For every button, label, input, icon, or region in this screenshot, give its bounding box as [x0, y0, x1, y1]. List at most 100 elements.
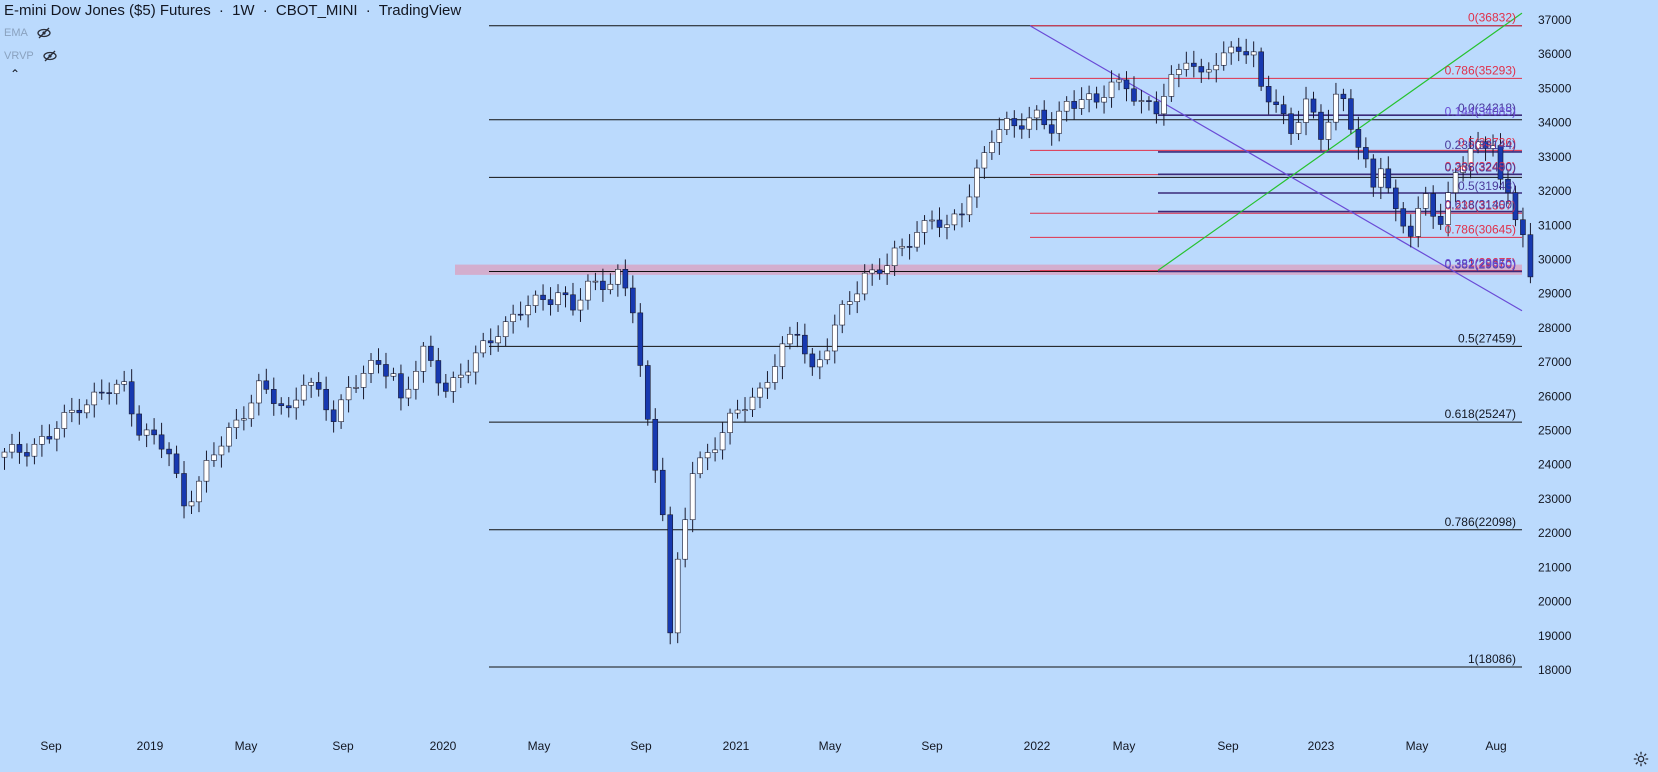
indicator-vrvp[interactable]: VRVP	[4, 47, 465, 65]
candle-body	[1250, 51, 1257, 56]
bullish-candle	[712, 437, 718, 462]
fib-label-black: 1(18086)	[1468, 652, 1516, 666]
bearish-candle	[1243, 38, 1249, 64]
candle-body	[495, 336, 501, 344]
bearish-candle	[667, 506, 674, 645]
bearish-candle	[1363, 137, 1369, 168]
candle-body	[270, 389, 277, 404]
candle-body	[128, 381, 135, 415]
bullish-candle	[884, 253, 890, 285]
eye-hidden-icon[interactable]	[36, 25, 52, 41]
fib-label-purple: 0.236(33144)	[1445, 138, 1516, 152]
interval-label[interactable]: 1W	[232, 2, 255, 19]
candle-body	[1235, 46, 1242, 52]
indicator-ema[interactable]: EMA	[4, 24, 465, 42]
candle-body	[211, 454, 217, 461]
bearish-candle	[1355, 116, 1362, 160]
bullish-candle	[1378, 157, 1384, 200]
candle-body	[615, 269, 621, 285]
price-tick-label: 37000	[1538, 13, 1572, 27]
bullish-candle	[113, 379, 120, 405]
bullish-candle	[981, 146, 988, 179]
gear-icon[interactable]	[1632, 750, 1650, 768]
exchange-label: CBOT_MINI	[275, 2, 358, 19]
bullish-candle	[1004, 111, 1010, 136]
bearish-candle	[637, 303, 644, 377]
candle-body	[936, 219, 943, 228]
candles-layer	[1, 37, 1534, 645]
bullish-candle	[61, 404, 68, 438]
bullish-candle	[413, 360, 419, 400]
bearish-candle	[936, 207, 943, 238]
bullish-candle	[338, 394, 344, 429]
candle-body	[899, 246, 905, 249]
candle-body	[428, 345, 434, 361]
bullish-candle	[742, 397, 748, 423]
bullish-candle	[734, 399, 741, 419]
trendline-up	[1157, 12, 1523, 271]
candle-body	[1176, 69, 1182, 75]
price-tick-label: 21000	[1538, 560, 1572, 574]
fib-label-black: 0.618(25247)	[1445, 407, 1516, 421]
price-tick-label: 29000	[1538, 287, 1572, 301]
bullish-candle	[1161, 83, 1167, 126]
candle-body	[749, 396, 756, 411]
bullish-candle	[1460, 156, 1466, 182]
candle-body	[323, 388, 329, 411]
bearish-candle	[1146, 96, 1152, 111]
candle-body	[233, 419, 240, 428]
candle-body	[1288, 113, 1294, 134]
bullish-candle	[196, 476, 202, 513]
collapse-legend-chevron-icon[interactable]: ⌃	[10, 67, 21, 81]
fib-label-purple: 0.618(31400)	[1445, 198, 1516, 212]
candle-body	[248, 402, 255, 420]
bullish-candle	[592, 272, 599, 291]
bullish-candle	[390, 367, 397, 381]
bullish-candle	[480, 332, 487, 358]
bullish-candle	[1101, 85, 1107, 114]
price-axis[interactable]: 18000 19000 20000 21000 22000 23000 24000 25000…	[1538, 13, 1572, 677]
bullish-candle	[360, 365, 367, 400]
bearish-candle	[487, 328, 494, 356]
candle-body	[742, 409, 748, 412]
bullish-candle	[772, 354, 778, 390]
candle-body	[1273, 101, 1279, 105]
candle-body	[600, 280, 606, 290]
candle-body	[562, 292, 569, 296]
candle-body	[682, 519, 688, 560]
bullish-candle	[450, 371, 457, 403]
time-axis[interactable]: Sep 2019 May Sep 2020 May Sep 2021 May Sep 2022 May…	[40, 739, 1506, 753]
price-tick-label: 28000	[1538, 321, 1572, 335]
bearish-candle	[76, 398, 83, 425]
candle-body	[1, 451, 8, 458]
time-tick-label: May	[528, 739, 551, 753]
candle-body	[734, 409, 741, 414]
candle-body	[443, 382, 449, 392]
bullish-candle	[405, 376, 412, 407]
bearish-candle	[1400, 202, 1407, 234]
time-tick-label: Aug	[1485, 739, 1506, 753]
price-tick-label: 30000	[1538, 252, 1572, 266]
candle-body	[375, 360, 382, 365]
bullish-candle	[353, 375, 359, 393]
candle-body	[54, 428, 60, 440]
bullish-candle	[420, 342, 427, 383]
candle-body	[173, 453, 180, 474]
bearish-candle	[323, 376, 329, 421]
bullish-candle	[914, 221, 920, 252]
bullish-candle	[682, 507, 688, 568]
candle-body	[91, 391, 98, 406]
eye-hidden-icon[interactable]	[42, 48, 58, 64]
bullish-candle	[465, 359, 472, 384]
bullish-candle	[39, 424, 45, 457]
candle-body	[929, 219, 935, 222]
bearish-candle	[1497, 133, 1504, 190]
time-tick-label: May	[1406, 739, 1429, 753]
candle-body	[592, 280, 599, 283]
symbol-name[interactable]: E-mini Dow Jones ($5) Futures	[4, 2, 211, 19]
bullish-candle	[472, 345, 479, 385]
candle-body	[757, 387, 763, 398]
candle-body	[1101, 97, 1107, 103]
bearish-candle	[106, 382, 113, 405]
